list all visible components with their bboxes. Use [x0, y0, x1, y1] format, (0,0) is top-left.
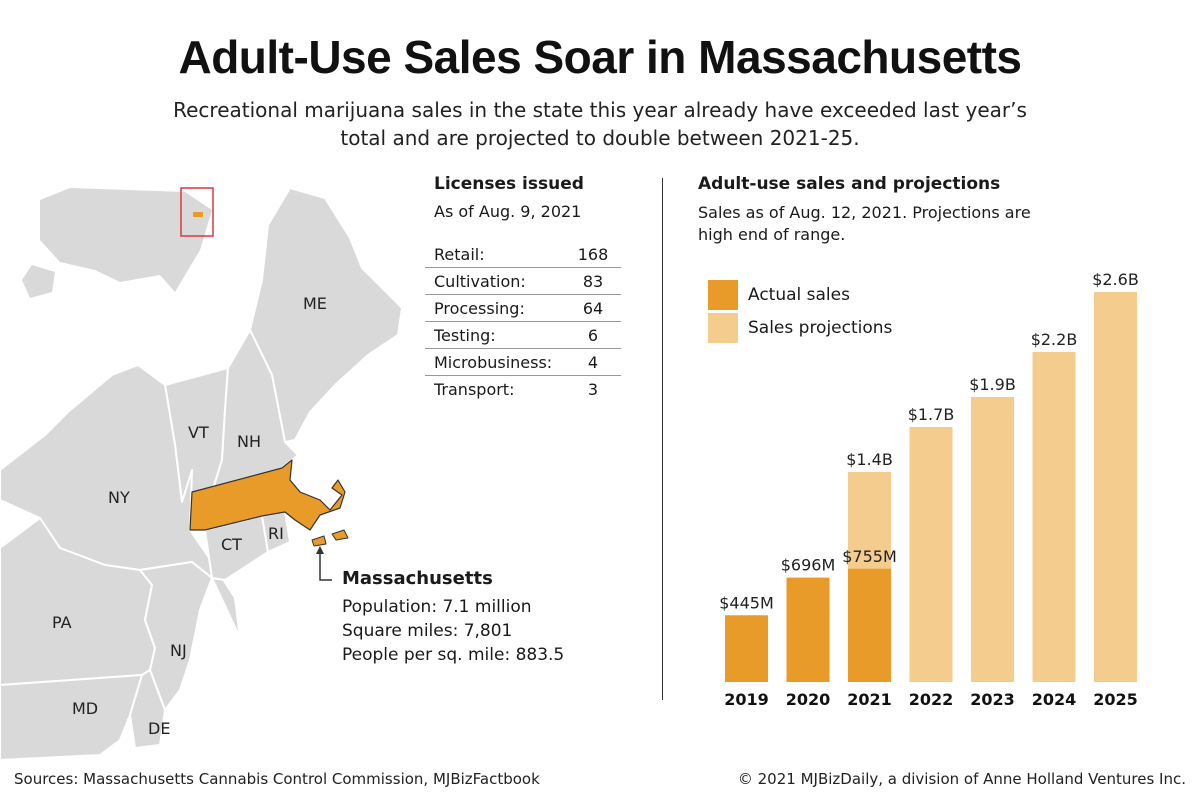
legend-item-actual: Actual sales: [708, 278, 892, 311]
x-tick-label: 2023: [970, 690, 1015, 709]
license-type: Testing:: [425, 321, 565, 349]
license-count: 6: [565, 321, 621, 349]
bar-projection-2025: [1094, 292, 1137, 682]
bar-projection-2022: [909, 427, 953, 682]
state-ma: [189, 459, 346, 531]
x-tick-label: 2025: [1093, 690, 1138, 709]
license-row: Processing: 64: [425, 294, 621, 322]
licenses-heading: Licenses issued: [434, 174, 584, 194]
license-type: Processing:: [425, 294, 565, 322]
sales-panel: Adult-use sales and projections Sales as…: [698, 174, 1058, 246]
state-de: [129, 669, 166, 749]
callout-leader-line: [319, 548, 332, 581]
sales-heading: Adult-use sales and projections: [698, 174, 1001, 194]
licenses-panel: Licenses issued As of Aug. 9, 2021 Retai…: [425, 174, 634, 402]
sales-bar-chart: $445M 2019 $696M 2020 $1.4B $755M 2021 $1.7B 202…: [719, 270, 1139, 709]
sources-footer: Sources: Massachusetts Cannabis Control …: [14, 770, 540, 788]
license-count: 3: [587, 379, 599, 399]
x-tick-label: 2021: [847, 690, 892, 709]
callout-density: People per sq. mile: 883.5: [342, 645, 565, 665]
callout-state-name: Massachusetts: [342, 568, 493, 589]
legend-label-actual: Actual sales: [748, 284, 850, 305]
license-count: 168: [565, 241, 621, 268]
page-subtitle: Recreational marijuana sales in the stat…: [173, 98, 1027, 150]
state-nj: [139, 561, 213, 711]
callout-arrowhead: [316, 546, 324, 554]
bar-projection-2023: [971, 397, 1014, 682]
inset-highlight-box: [180, 187, 214, 237]
legend-swatch-projections: [708, 312, 738, 343]
massachusetts-callout: Massachusetts Population: 7.1 million Sq…: [342, 568, 602, 667]
license-count: 83: [565, 267, 621, 295]
bar-label-projection-2022: $1.7B: [908, 405, 955, 424]
callout-population: Population: 7.1 million: [342, 597, 532, 617]
x-tick-label: 2019: [724, 690, 769, 709]
map-states: [0, 187, 403, 760]
label-de: DE: [148, 719, 170, 738]
legend-label-projections: Sales projections: [748, 317, 893, 338]
bar-label-projection-2021: $1.4B: [846, 450, 893, 469]
x-tick-label: 2022: [909, 690, 954, 709]
bar-label-actual-2021: $755M: [842, 547, 897, 566]
x-tick-label: 2024: [1032, 690, 1077, 709]
x-tick-label: 2020: [786, 690, 831, 709]
us-inset-map: [22, 187, 214, 298]
license-type: Microbusiness:: [425, 348, 565, 376]
label-nh: NH: [237, 432, 261, 451]
bar-actual-2019: [725, 615, 768, 682]
bar-label-actual-2019: $445M: [719, 593, 774, 612]
bar-label-projection-2023: $1.9B: [969, 375, 1016, 394]
label-pa: PA: [52, 613, 72, 632]
state-md: [0, 674, 143, 760]
label-ct: CT: [221, 535, 242, 554]
us-mainland-shape: [40, 188, 212, 292]
license-type: Transport:: [434, 379, 515, 399]
legend-item-projections: Sales projections: [708, 311, 892, 344]
island-nantucket: [331, 529, 349, 541]
license-count: 64: [565, 294, 621, 322]
label-md: MD: [72, 699, 98, 718]
license-row: Transport: 3: [425, 376, 621, 403]
bar-projection-2024: [1032, 352, 1076, 682]
callout-square-miles: Square miles: 7,801: [342, 621, 513, 641]
bar-actual-2021: [848, 568, 891, 682]
license-row: Cultivation: 83: [425, 267, 621, 295]
alaska-shape: [22, 265, 55, 298]
sales-note: Sales as of Aug. 12, 2021. Projections a…: [698, 203, 1031, 244]
label-ny: NY: [108, 488, 130, 507]
state-me: [249, 187, 403, 443]
northeast-map: ME VT NH NY CT RI PA NJ MD DE: [0, 187, 403, 760]
state-labels: ME VT NH NY CT RI PA NJ MD DE: [52, 294, 327, 738]
license-row: Microbusiness: 4: [425, 348, 621, 376]
label-me: ME: [303, 294, 327, 313]
inset-ma-marker: [193, 212, 203, 217]
bar-label-projection-2025: $2.6B: [1092, 270, 1139, 289]
licenses-table: Retail: 168 Cultivation: 83 Processing: 64 Tes…: [425, 241, 621, 402]
section-divider: [662, 178, 663, 700]
bar-actual-2020: [786, 577, 830, 682]
bar-label-actual-2020: $696M: [781, 556, 836, 575]
license-count: 4: [565, 348, 621, 376]
label-vt: VT: [188, 423, 209, 442]
license-row: Retail: 168: [425, 241, 621, 268]
bar-label-projection-2024: $2.2B: [1031, 330, 1078, 349]
license-type: Retail:: [425, 241, 565, 268]
license-row: Testing: 6: [425, 321, 621, 349]
copyright-footer: © 2021 MJBizDaily, a division of Anne Ho…: [737, 770, 1186, 788]
license-type: Cultivation:: [425, 267, 565, 295]
legend-swatch-actual: [708, 279, 738, 310]
island-marthas-vineyard: [311, 535, 327, 547]
label-nj: NJ: [170, 641, 187, 660]
licenses-as-of: As of Aug. 9, 2021: [434, 202, 582, 221]
page-title: Adult-Use Sales Soar in Massachusetts: [178, 31, 1022, 83]
label-ri: RI: [268, 524, 284, 543]
chart-legend: Actual sales Sales projections: [708, 278, 892, 344]
